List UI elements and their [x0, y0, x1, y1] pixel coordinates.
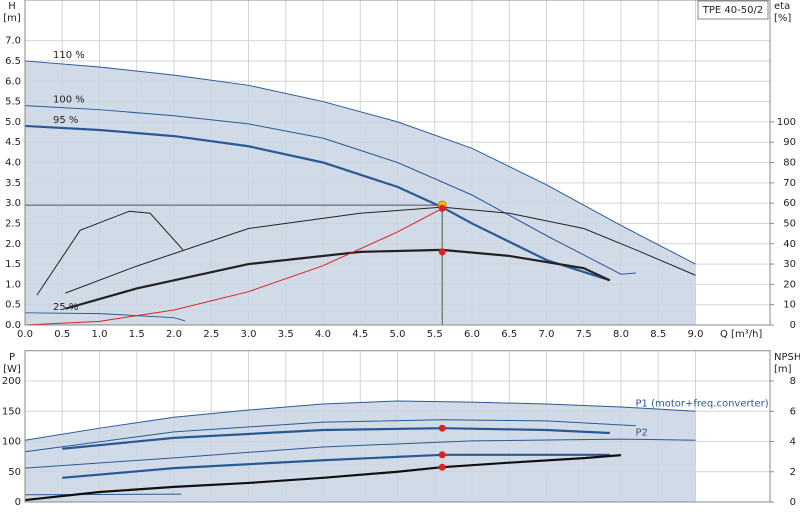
- y-tick-label: 3.0: [5, 198, 21, 209]
- y-axis-label: [m]: [3, 13, 21, 24]
- operating-range: [25, 400, 696, 502]
- curve: [24, 454, 622, 502]
- curve-point: [438, 248, 446, 256]
- y2-tick-label: 10: [783, 300, 796, 311]
- y2-tick-label: 100: [777, 117, 796, 128]
- y-tick-label: 1.5: [5, 259, 21, 270]
- curve-label: 95 %: [53, 115, 78, 126]
- x-tick-label: 1.0: [92, 329, 108, 340]
- y2-tick-label: 40: [783, 239, 796, 250]
- curve-point: [438, 424, 446, 432]
- x-tick-label: 3.0: [241, 329, 257, 340]
- y2-tick-label: 60: [783, 198, 796, 209]
- y2-tick-label: 2: [790, 467, 796, 478]
- x-tick-label: 3.5: [278, 329, 294, 340]
- y2-axis-label: eta: [774, 1, 790, 12]
- x-tick-label: 6.5: [501, 329, 517, 340]
- x-tick-label: 7.5: [576, 329, 592, 340]
- x-tick-label: 2.5: [203, 329, 219, 340]
- curve: [64, 248, 611, 310]
- y-tick-label: 50: [8, 467, 21, 478]
- curve-label: 25 %: [53, 302, 78, 313]
- y2-axis-label: [%]: [774, 13, 791, 24]
- x-tick-label: 4.5: [352, 329, 368, 340]
- y-tick-label: 2.5: [5, 218, 21, 229]
- y-tick-label: 0: [15, 497, 21, 508]
- curve: [24, 207, 443, 326]
- curve-point: [438, 204, 446, 212]
- x-tick-label: 5.0: [390, 329, 406, 340]
- curve-point: [438, 451, 446, 459]
- y-tick-label: 4.0: [5, 158, 21, 169]
- y2-axis-label: NPSH: [774, 352, 800, 363]
- x-tick-label: 1.5: [129, 329, 145, 340]
- x-tick-label: 6.0: [464, 329, 480, 340]
- curve: [24, 124, 611, 282]
- y2-tick-label: 90: [783, 137, 796, 148]
- x-tick-label: 0.5: [54, 329, 70, 340]
- x-tick-label: 8.0: [613, 329, 629, 340]
- y-tick-label: 3.5: [5, 178, 21, 189]
- y2-tick-label: 70: [783, 178, 796, 189]
- y-tick-label: 1.0: [5, 279, 21, 290]
- curve-label: 110 %: [53, 50, 85, 61]
- y-axis-label: [W]: [3, 364, 21, 375]
- title-box: [697, 0, 769, 20]
- y-tick-label: 100: [2, 437, 21, 448]
- y-tick-label: 0.5: [5, 300, 21, 311]
- y2-tick-label: 20: [783, 279, 796, 290]
- curve: [62, 453, 610, 479]
- y-tick-label: 4.5: [5, 137, 21, 148]
- x-axis-label: Q [m³/h]: [720, 329, 762, 340]
- y-tick-label: 6.0: [5, 76, 21, 87]
- y2-tick-label: 80: [783, 158, 796, 169]
- curve: [24, 60, 696, 265]
- curve: [62, 427, 610, 450]
- curve-point: [438, 463, 446, 471]
- y2-tick-label: 50: [783, 218, 796, 229]
- curve: [24, 419, 636, 453]
- curve-label: P1 (motor+freq.converter): [636, 398, 769, 409]
- plot-frame: [24, 0, 771, 326]
- curve: [24, 105, 636, 275]
- y2-tick-label: 8: [790, 376, 796, 387]
- curve: [24, 493, 182, 496]
- curve: [24, 438, 696, 469]
- y-axis-label: H: [8, 1, 16, 12]
- y2-tick-label: 6: [790, 406, 796, 417]
- x-tick-label: 7.0: [539, 329, 555, 340]
- y2-tick-label: 4: [790, 437, 796, 448]
- x-tick-label: 0.0: [17, 329, 33, 340]
- y-tick-label: 200: [2, 376, 21, 387]
- y-tick-label: 5.0: [5, 117, 21, 128]
- y2-tick-label: 30: [783, 259, 796, 270]
- y-tick-label: 7.0: [5, 36, 21, 47]
- y-tick-label: 0.0: [5, 320, 21, 331]
- y-tick-label: 150: [2, 406, 21, 417]
- curve-label: 100 %: [53, 95, 85, 106]
- x-tick-label: 8.5: [650, 329, 666, 340]
- x-tick-label: 4.0: [315, 329, 331, 340]
- plot-frame: [24, 350, 771, 503]
- x-tick-label: 2.0: [166, 329, 182, 340]
- y-tick-label: 5.5: [5, 97, 21, 108]
- y2-tick-label: 0: [790, 497, 796, 508]
- y2-tick-label: 0: [790, 320, 796, 331]
- curve-label: P2: [636, 427, 648, 438]
- y-axis-label: P: [9, 352, 15, 363]
- x-tick-label: 5.5: [427, 329, 443, 340]
- y-tick-label: 2.0: [5, 239, 21, 250]
- curve: [24, 400, 696, 441]
- y2-axis-label: [m]: [774, 364, 792, 375]
- y-tick-label: 6.5: [5, 56, 21, 67]
- x-tick-label: 9.0: [688, 329, 704, 340]
- curve: [36, 210, 184, 296]
- chart-title: TPE 40-50/2: [702, 5, 763, 16]
